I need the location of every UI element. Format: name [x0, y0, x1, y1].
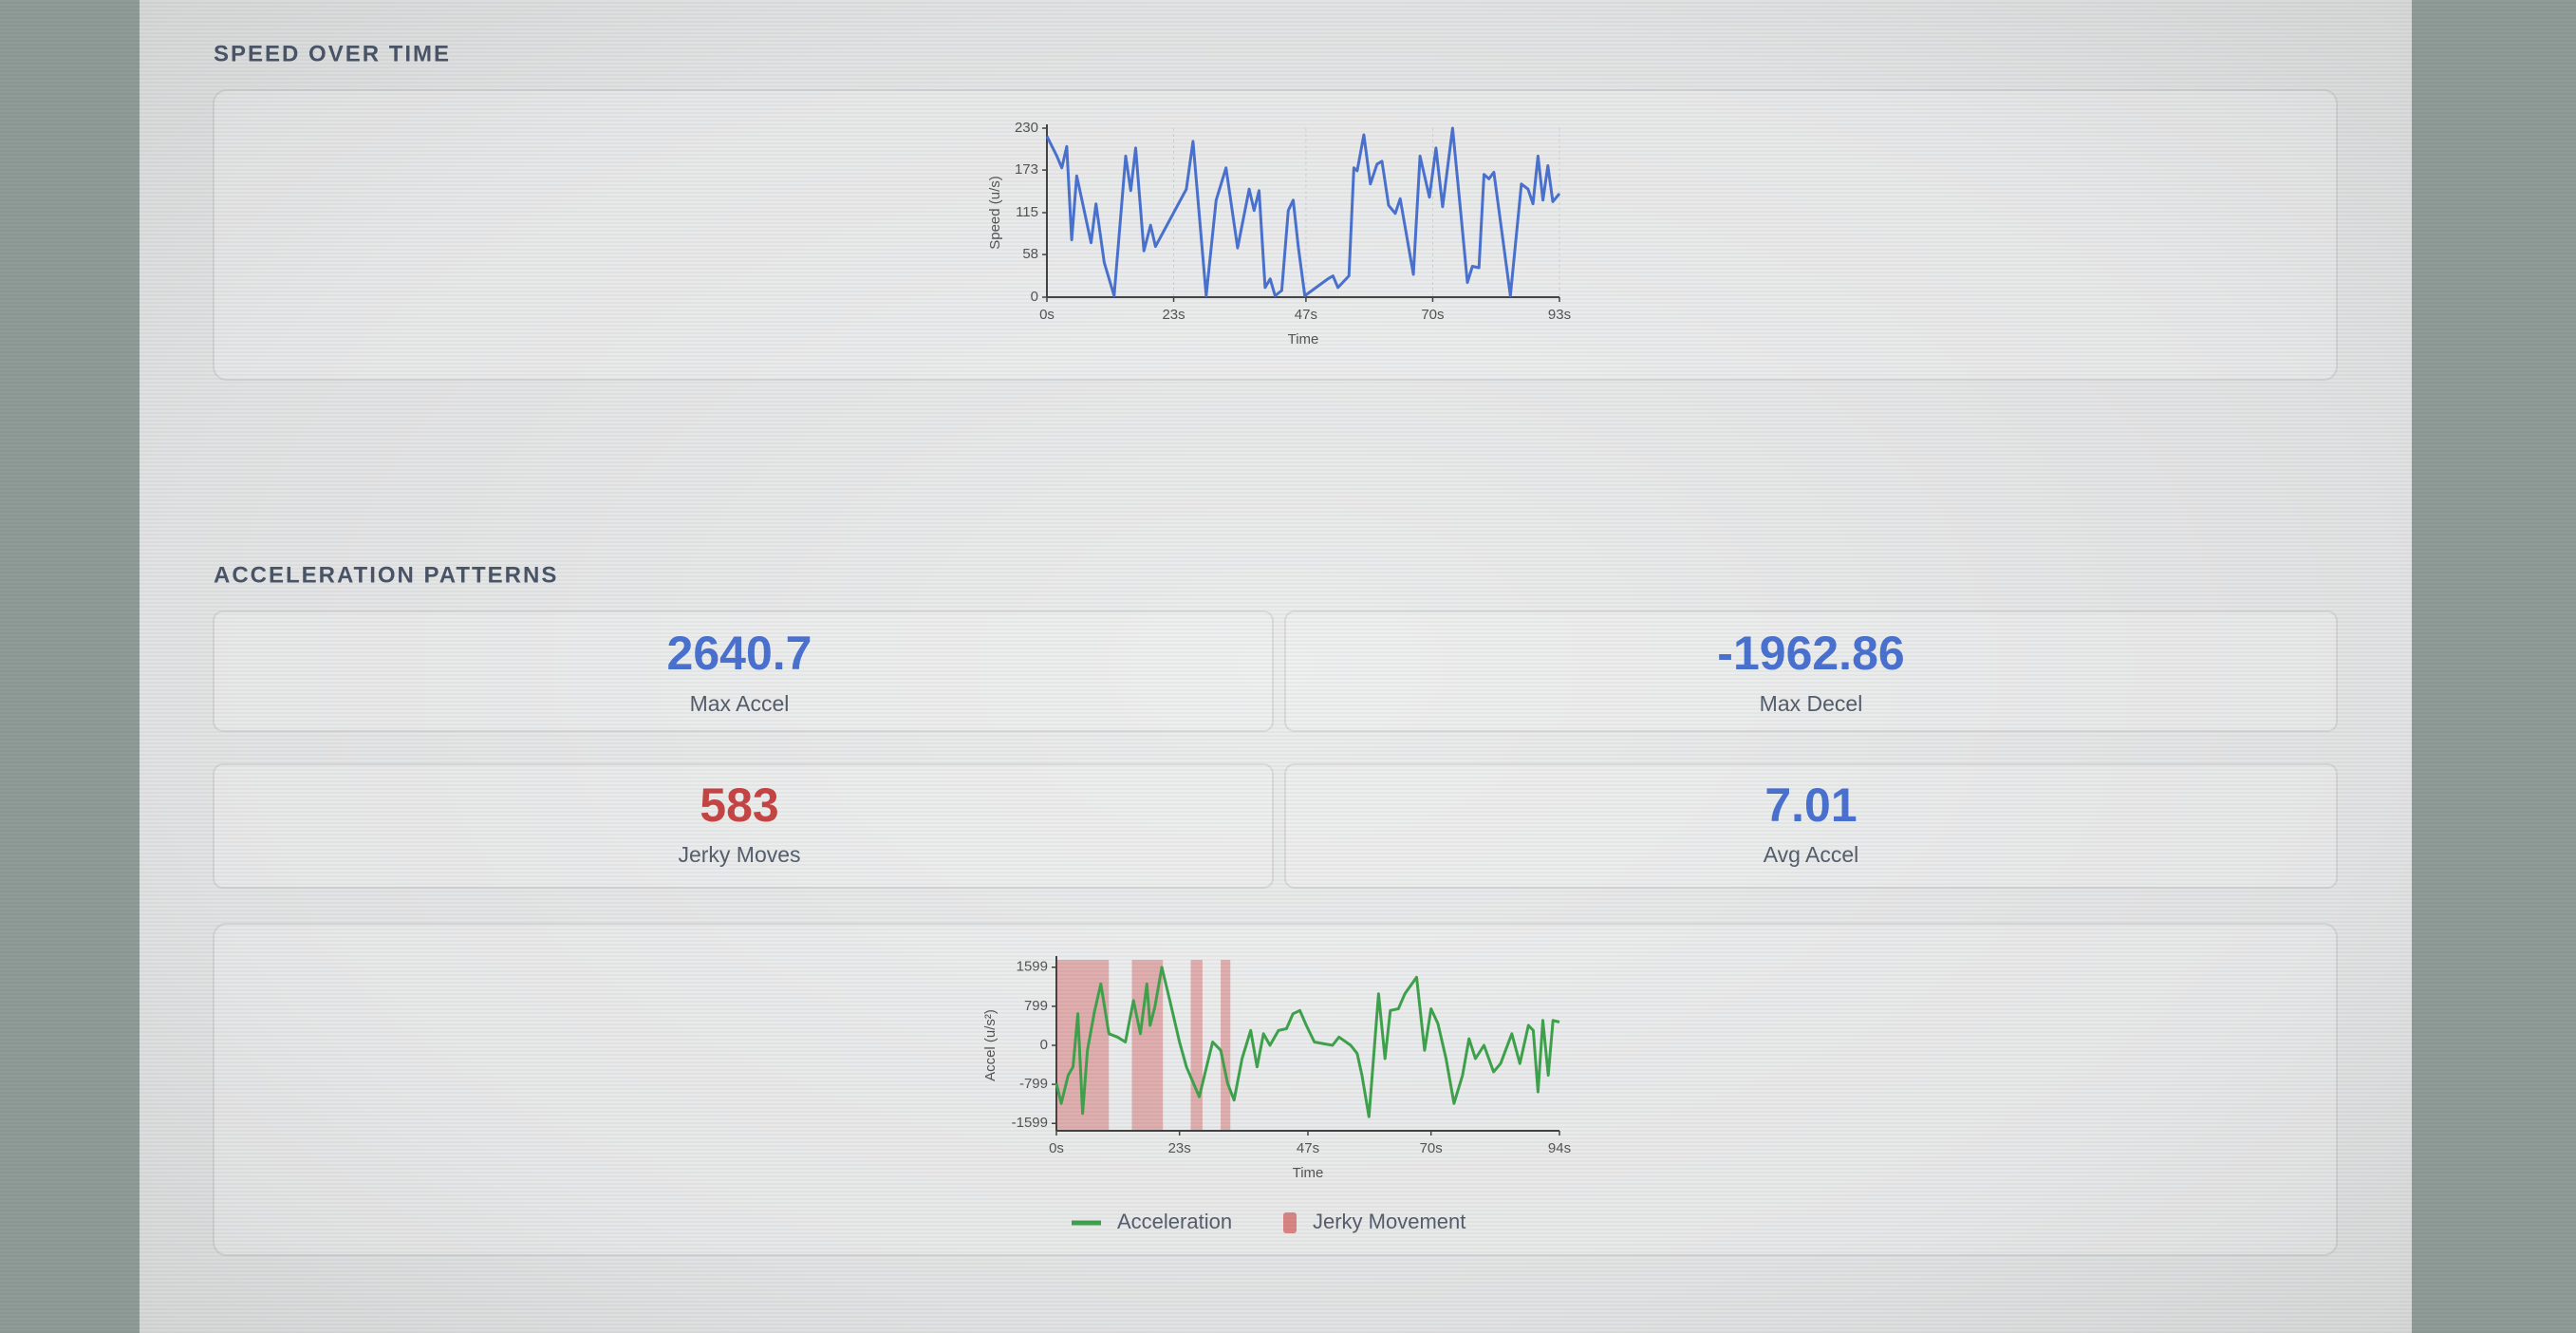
- y-tick-label: 58: [1022, 246, 1038, 262]
- x-tick-label: 47s: [1295, 307, 1317, 323]
- x-tick-label: 23s: [1162, 307, 1185, 323]
- x-tick-label: 94s: [1548, 1140, 1571, 1156]
- jerky-band: [1221, 960, 1231, 1131]
- stat-label: Avg Accel: [1764, 842, 1859, 867]
- stat-label: Max Decel: [1760, 691, 1863, 716]
- chart-card: [213, 89, 2338, 381]
- legend-label: Jerky Movement: [1313, 1210, 1465, 1233]
- x-tick-label: 70s: [1420, 1140, 1443, 1156]
- data-line: [1055, 966, 1560, 1118]
- stat-label: Max Accel: [690, 691, 790, 716]
- stat-card: [1284, 763, 2338, 889]
- x-axis-title: Time: [1293, 1165, 1324, 1181]
- x-tick-label: 47s: [1297, 1140, 1319, 1156]
- stat-value: -1962.86: [1717, 627, 1904, 680]
- y-axis-title: Speed (u/s): [987, 176, 1003, 250]
- stat-value: 583: [700, 779, 778, 832]
- x-tick-label: 0s: [1039, 307, 1055, 323]
- stat-value: 7.01: [1764, 779, 1857, 832]
- legend-label: Acceleration: [1117, 1210, 1232, 1233]
- main-panel: [140, 0, 2412, 1333]
- stat-label: Jerky Moves: [678, 842, 800, 867]
- x-tick-label: 70s: [1421, 307, 1444, 323]
- legend-swatch: [1283, 1212, 1297, 1233]
- stat-value: 2640.7: [667, 627, 812, 680]
- x-axis-title: Time: [1288, 331, 1319, 347]
- data-line: [1045, 126, 1561, 297]
- y-tick-label: 0: [1040, 1037, 1048, 1053]
- section-title: SPEED OVER TIME: [214, 41, 451, 66]
- chart-card: [213, 923, 2338, 1256]
- x-tick-label: 0s: [1049, 1140, 1064, 1156]
- y-tick-label: 799: [1024, 998, 1048, 1014]
- stat-card: [213, 763, 1274, 889]
- y-tick-label: 230: [1015, 120, 1038, 136]
- y-tick-label: 115: [1016, 204, 1038, 220]
- y-tick-label: 0: [1031, 289, 1038, 305]
- x-tick-label: 23s: [1168, 1140, 1191, 1156]
- jerky-band: [1190, 960, 1203, 1131]
- stat-card: [213, 610, 1274, 732]
- x-tick-label: 93s: [1548, 307, 1571, 323]
- section-title: ACCELERATION PATTERNS: [214, 562, 558, 588]
- y-tick-label: -1599: [1012, 1115, 1048, 1131]
- stat-card: [1284, 610, 2338, 732]
- y-tick-label: 1599: [1017, 959, 1048, 975]
- y-tick-label: -799: [1019, 1076, 1048, 1092]
- y-tick-label: 173: [1015, 161, 1038, 178]
- y-axis-title: Accel (u/s²): [982, 1009, 999, 1081]
